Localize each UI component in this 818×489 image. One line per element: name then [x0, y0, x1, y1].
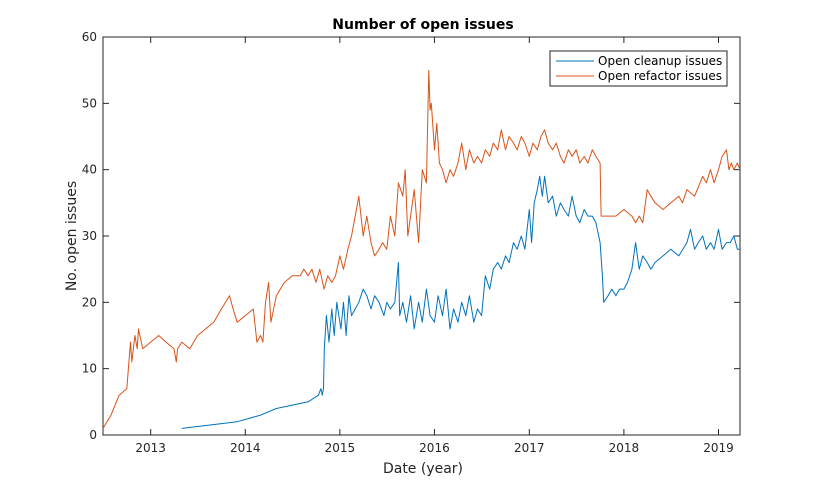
series-line-cleanup — [181, 175, 740, 429]
x-tick-label: 2015 — [325, 441, 356, 455]
x-tick-label: 2017 — [514, 441, 545, 455]
y-tick-label: 30 — [82, 229, 97, 243]
x-axis-title: Date (year) — [383, 461, 463, 477]
y-axis-title: No. open issues — [64, 181, 80, 291]
series-lines — [102, 69, 741, 429]
x-tick-label: 2019 — [703, 441, 734, 455]
x-tick-label: 2016 — [419, 441, 450, 455]
chart-title: Number of open issues — [332, 17, 513, 33]
legend-label-refactor: Open refactor issues — [598, 69, 722, 83]
legend-box — [549, 50, 728, 87]
legend: Open cleanup issues Open refactor issues — [549, 50, 728, 87]
y-tick-label: 50 — [82, 96, 97, 110]
x-tick-label: 2018 — [609, 441, 640, 455]
x-tick-label: 2014 — [230, 441, 261, 455]
y-tick-label: 40 — [82, 163, 97, 177]
legend-label-cleanup: Open cleanup issues — [598, 54, 722, 68]
series-line-refactor — [102, 69, 741, 429]
axis-ticks: 0 10 20 30 40 50 60 2013 2014 2015 2016 2017 2018 201… — [82, 30, 740, 455]
x-tick-label: 2013 — [135, 441, 166, 455]
y-tick-label: 10 — [82, 362, 97, 376]
plot-area — [102, 36, 741, 436]
y-tick-label: 0 — [89, 428, 97, 442]
y-tick-label: 20 — [82, 295, 97, 309]
y-tick-label: 60 — [82, 30, 97, 44]
